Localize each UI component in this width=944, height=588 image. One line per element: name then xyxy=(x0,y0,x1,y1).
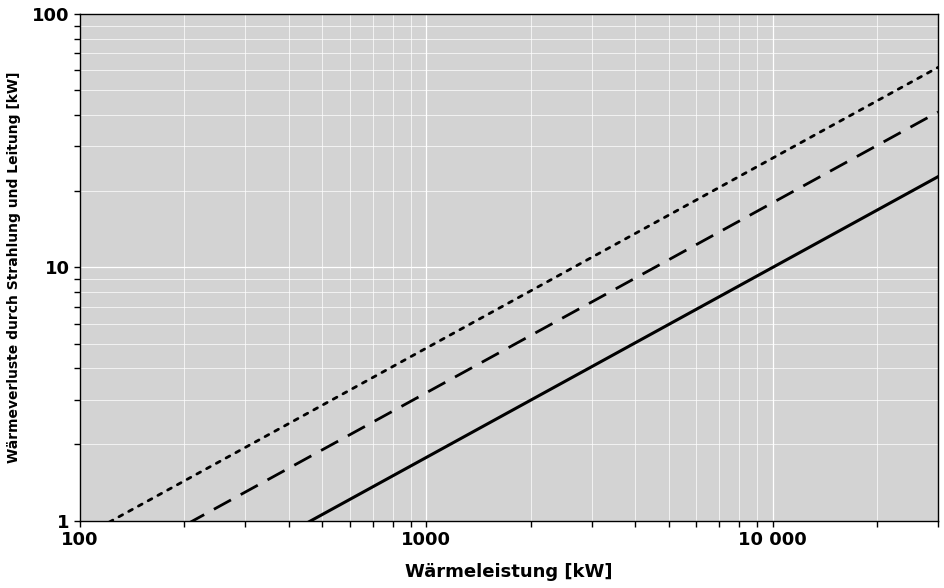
Y-axis label: Wärmeverluste durch Strahlung und Leitung [kW]: Wärmeverluste durch Strahlung und Leitun… xyxy=(7,72,21,463)
X-axis label: Wärmeleistung [kW]: Wärmeleistung [kW] xyxy=(405,563,612,581)
